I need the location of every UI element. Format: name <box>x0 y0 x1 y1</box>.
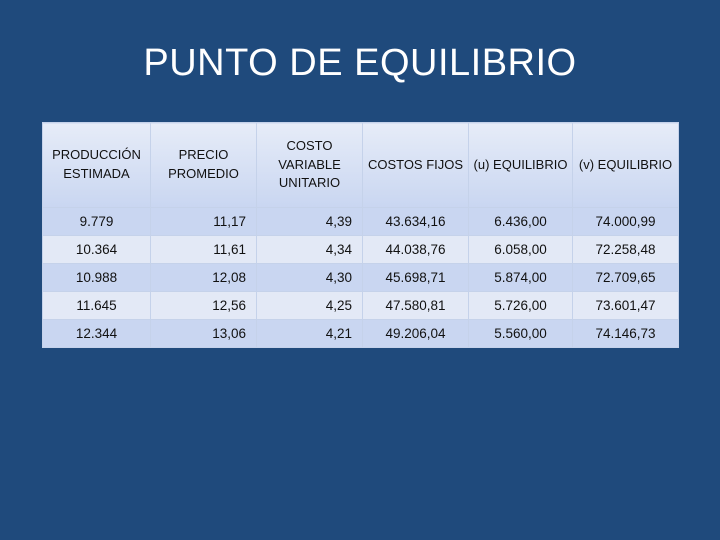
cell-v-equilibrio: 74.146,73 <box>572 319 679 348</box>
cell-precio: 11,61 <box>150 235 257 264</box>
cell-u-equilibrio: 5.560,00 <box>468 319 573 348</box>
cell-costos-fijos: 47.580,81 <box>362 291 469 320</box>
header-precio-promedio: PRECIO PROMEDIO <box>150 122 257 208</box>
cell-produccion: 9.779 <box>42 207 151 236</box>
cell-u-equilibrio: 6.058,00 <box>468 235 573 264</box>
table-row: 10.364 11,61 4,34 44.038,76 6.058,00 72.… <box>42 235 679 264</box>
cell-costo-variable: 4,30 <box>256 263 363 292</box>
cell-v-equilibrio: 74.000,99 <box>572 207 679 236</box>
cell-produccion: 10.988 <box>42 263 151 292</box>
cell-produccion: 10.364 <box>42 235 151 264</box>
cell-costos-fijos: 43.634,16 <box>362 207 469 236</box>
cell-v-equilibrio: 73.601,47 <box>572 291 679 320</box>
cell-v-equilibrio: 72.258,48 <box>572 235 679 264</box>
equilibrium-table: PRODUCCIÓN ESTIMADA PRECIO PROMEDIO COST… <box>42 122 679 348</box>
cell-costo-variable: 4,39 <box>256 207 363 236</box>
cell-costos-fijos: 49.206,04 <box>362 319 469 348</box>
header-costo-variable-unitario: COSTO VARIABLE UNITARIO <box>256 122 363 208</box>
cell-v-equilibrio: 72.709,65 <box>572 263 679 292</box>
cell-produccion: 11.645 <box>42 291 151 320</box>
cell-precio: 13,06 <box>150 319 257 348</box>
cell-precio: 12,56 <box>150 291 257 320</box>
table-row: 11.645 12,56 4,25 47.580,81 5.726,00 73.… <box>42 291 679 320</box>
slide-title: PUNTO DE EQUILIBRIO <box>143 42 577 84</box>
cell-precio: 12,08 <box>150 263 257 292</box>
header-u-equilibrio: (u) EQUILIBRIO <box>468 122 573 208</box>
table-header-row: PRODUCCIÓN ESTIMADA PRECIO PROMEDIO COST… <box>42 122 679 208</box>
header-costos-fijos: COSTOS FIJOS <box>362 122 469 208</box>
cell-costo-variable: 4,21 <box>256 319 363 348</box>
table-row: 12.344 13,06 4,21 49.206,04 5.560,00 74.… <box>42 319 679 348</box>
cell-costo-variable: 4,25 <box>256 291 363 320</box>
header-v-equilibrio: (v) EQUILIBRIO <box>572 122 679 208</box>
cell-costos-fijos: 45.698,71 <box>362 263 469 292</box>
header-produccion-estimada: PRODUCCIÓN ESTIMADA <box>42 122 151 208</box>
cell-u-equilibrio: 5.726,00 <box>468 291 573 320</box>
cell-produccion: 12.344 <box>42 319 151 348</box>
cell-u-equilibrio: 6.436,00 <box>468 207 573 236</box>
cell-costo-variable: 4,34 <box>256 235 363 264</box>
table-row: 10.988 12,08 4,30 45.698,71 5.874,00 72.… <box>42 263 679 292</box>
cell-u-equilibrio: 5.874,00 <box>468 263 573 292</box>
table-row: 9.779 11,17 4,39 43.634,16 6.436,00 74.0… <box>42 207 679 236</box>
cell-costos-fijos: 44.038,76 <box>362 235 469 264</box>
cell-precio: 11,17 <box>150 207 257 236</box>
